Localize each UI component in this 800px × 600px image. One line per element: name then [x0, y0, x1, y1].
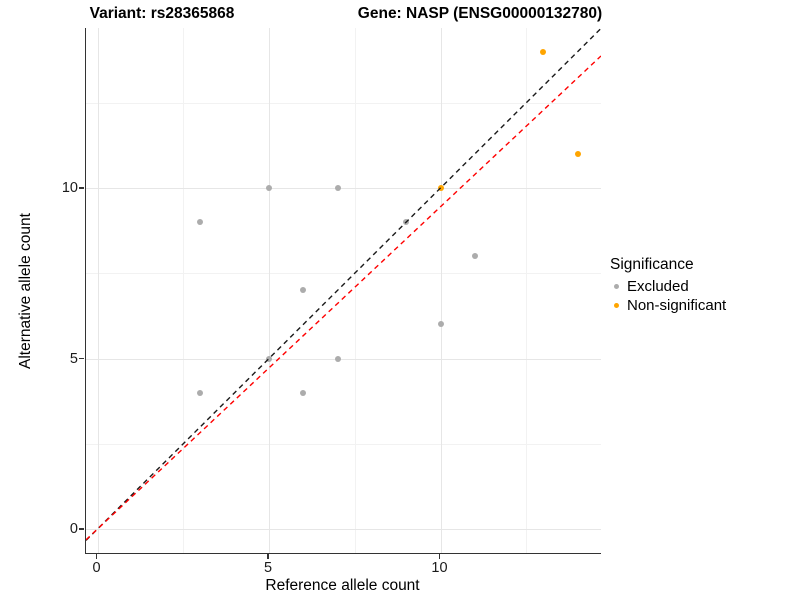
- y-axis-title: Alternative allele count: [17, 213, 34, 369]
- data-point-non-significant: [540, 48, 547, 55]
- x-tick-label: 0: [92, 560, 101, 576]
- data-point-excluded: [471, 253, 478, 260]
- data-point-excluded: [266, 355, 272, 362]
- identity-line: [86, 28, 601, 541]
- minor-gridline-x: [183, 28, 185, 553]
- data-point-excluded: [197, 389, 204, 396]
- fit-line: [86, 55, 601, 541]
- y-tick-mark: [79, 528, 84, 530]
- x-axis-title: Reference allele count: [265, 577, 420, 594]
- data-point-excluded: [334, 355, 341, 362]
- variant-title: Variant: rs28365868: [89, 5, 235, 22]
- legend: Significance Excluded Non-significant: [610, 256, 795, 315]
- major-gridline-y: [86, 358, 601, 360]
- x-tick-label: 10: [431, 560, 448, 576]
- x-tick-mark: [95, 554, 98, 559]
- x-tick-label: 5: [263, 560, 273, 576]
- data-point-non-significant: [574, 150, 581, 157]
- plot-panel: [85, 28, 601, 554]
- legend-dot-icon: [614, 303, 619, 308]
- legend-title: Significance: [610, 256, 694, 273]
- major-gridline-x: [269, 28, 270, 553]
- major-gridline-y: [86, 188, 601, 189]
- legend-item-label: Excluded: [627, 278, 689, 295]
- y-tick-label: 5: [69, 350, 78, 367]
- data-point-excluded: [334, 185, 341, 191]
- minor-gridline-y: [86, 273, 601, 275]
- minor-gridline-y: [86, 443, 601, 445]
- gene-title: Gene: NASP (ENSG00000132780): [357, 5, 603, 22]
- y-tick-mark: [79, 187, 84, 189]
- data-point-excluded: [266, 185, 272, 191]
- minor-gridline-y: [86, 102, 601, 104]
- legend-dot-icon: [614, 284, 619, 289]
- legend-item-label: Non-significant: [627, 297, 727, 314]
- reference-lines: [86, 28, 601, 541]
- minor-gridline-x: [354, 28, 356, 553]
- data-point-excluded: [300, 389, 307, 396]
- data-point-excluded: [300, 287, 307, 294]
- major-gridline-x: [97, 28, 99, 553]
- y-tick-mark: [79, 357, 84, 360]
- minor-gridline-x: [526, 28, 528, 553]
- legend-item: Excluded: [610, 277, 795, 296]
- data-point-excluded: [437, 321, 444, 328]
- major-gridline-y: [86, 529, 601, 530]
- y-tick-label: 0: [69, 521, 78, 537]
- legend-rows: Excluded Non-significant: [610, 277, 795, 315]
- major-gridline-x: [440, 28, 442, 553]
- data-point-excluded: [197, 219, 204, 226]
- legend-item: Non-significant: [610, 296, 795, 315]
- y-tick-label: 10: [61, 180, 78, 196]
- x-tick-mark: [267, 554, 269, 559]
- x-tick-mark: [438, 554, 441, 559]
